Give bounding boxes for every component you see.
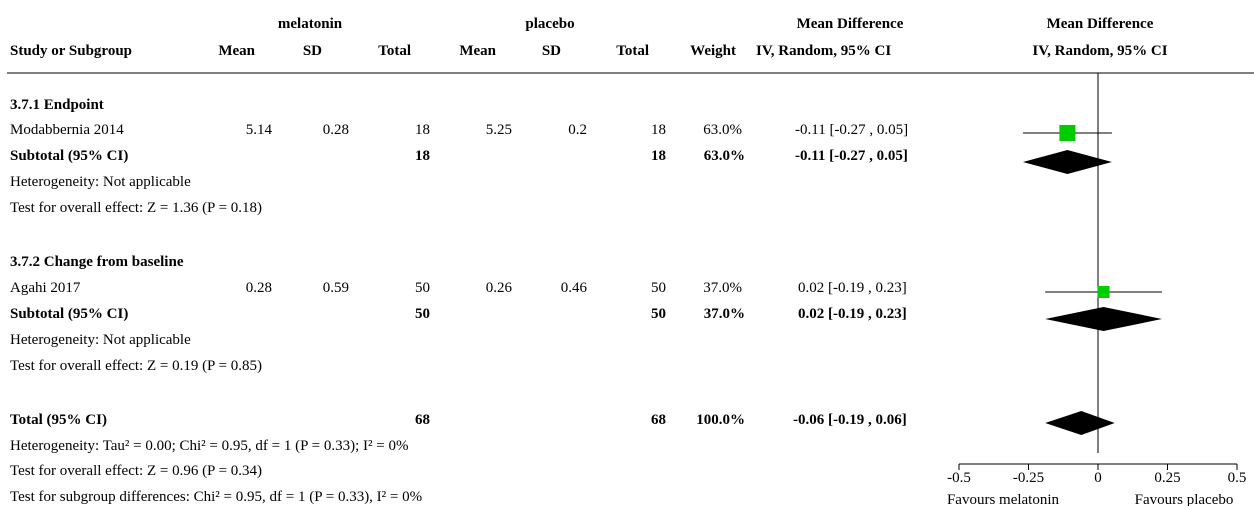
study-name: Modabbernia 2014 xyxy=(10,122,124,138)
overall-effect-text: Test for overall effect: Z = 1.36 (P = 0… xyxy=(10,200,263,216)
total-n1: 68 xyxy=(415,412,430,428)
overall-effect-text: Test for overall effect: Z = 0.19 (P = 0… xyxy=(10,358,263,374)
col-sd2: SD xyxy=(541,43,561,59)
subtotal-label: Subtotal (95% CI) xyxy=(10,148,129,164)
study-weight: 63.0% xyxy=(703,122,742,138)
col-mean1: Mean xyxy=(218,43,255,59)
study-n1: 50 xyxy=(415,280,430,296)
study-sd1: 0.28 xyxy=(322,122,349,138)
subtotal-weight: 37.0% xyxy=(703,306,745,322)
subtotal-n1: 50 xyxy=(415,306,430,322)
study-ci: 0.02 [-0.19 , 0.23] xyxy=(798,280,907,296)
pooled-diamond xyxy=(1022,150,1112,174)
col-total2: Total xyxy=(616,43,649,59)
subtotal-n1: 18 xyxy=(415,148,430,164)
col-total1: Total xyxy=(378,43,411,59)
subgroup-differences-text: Test for subgroup differences: Chi² = 0.… xyxy=(10,489,423,505)
favours-left-label: Favours melatonin xyxy=(947,492,1060,506)
subgroup-title: 3.7.2 Change from baseline xyxy=(10,254,184,270)
subtotal-weight: 63.0% xyxy=(703,148,745,164)
study-weight: 37.0% xyxy=(703,280,742,296)
study-mean2: 0.26 xyxy=(485,280,512,296)
plot-method: IV, Random, 95% CI xyxy=(1032,43,1168,59)
x-tick-label: -0.5 xyxy=(947,470,971,486)
col-study: Study or Subgroup xyxy=(10,43,133,59)
study-sd1: 0.59 xyxy=(322,280,349,296)
study-marker xyxy=(1097,286,1110,298)
group2-header: placebo xyxy=(525,16,575,32)
pooled-diamond xyxy=(1045,307,1162,331)
study-n2: 18 xyxy=(651,122,666,138)
favours-right-label: Favours placebo xyxy=(1135,492,1234,506)
x-tick-label: -0.25 xyxy=(1013,470,1044,486)
x-tick-label: 0.5 xyxy=(1228,470,1247,486)
study-n1: 18 xyxy=(415,122,430,138)
study-name: Agahi 2017 xyxy=(10,280,81,296)
study-n2: 50 xyxy=(651,280,666,296)
subtotal-label: Subtotal (95% CI) xyxy=(10,306,129,322)
study-mean2: 5.25 xyxy=(485,122,512,138)
subtotal-ci: 0.02 [-0.19 , 0.23] xyxy=(798,306,907,322)
study-mean1: 5.14 xyxy=(245,122,272,138)
col-mean2: Mean xyxy=(459,43,496,59)
study-sd2: 0.46 xyxy=(560,280,587,296)
subtotal-n2: 18 xyxy=(651,148,666,164)
study-mean1: 0.28 xyxy=(245,280,272,296)
col-weight: Weight xyxy=(690,43,736,59)
study-marker xyxy=(1059,124,1076,142)
total-label: Total (95% CI) xyxy=(10,412,107,428)
group1-header: melatonin xyxy=(277,16,343,32)
study-ci: -0.11 [-0.27 , 0.05] xyxy=(795,122,909,138)
effect-method: IV, Random, 95% CI xyxy=(756,43,892,59)
study-sd2: 0.2 xyxy=(568,122,587,138)
total-ci: -0.06 [-0.19 , 0.06] xyxy=(793,412,907,428)
x-tick-label: 0 xyxy=(1094,470,1102,486)
total-heterogeneity-text: Heterogeneity: Tau² = 0.00; Chi² = 0.95,… xyxy=(10,438,409,454)
total-weight: 100.0% xyxy=(696,412,745,428)
subgroup-title: 3.7.1 Endpoint xyxy=(10,97,104,113)
col-sd1: SD xyxy=(302,43,322,59)
heterogeneity-text: Heterogeneity: Not applicable xyxy=(10,174,191,190)
effect-title: Mean Difference xyxy=(796,16,904,32)
pooled-diamond xyxy=(1045,411,1115,435)
total-overall-effect-text: Test for overall effect: Z = 0.96 (P = 0… xyxy=(10,463,263,479)
x-tick-label: 0.25 xyxy=(1154,470,1180,486)
subtotal-ci: -0.11 [-0.27 , 0.05] xyxy=(795,148,908,164)
subtotal-n2: 50 xyxy=(651,306,666,322)
heterogeneity-text: Heterogeneity: Not applicable xyxy=(10,332,191,348)
plot-title: Mean Difference xyxy=(1046,16,1154,32)
total-n2: 68 xyxy=(651,412,666,428)
